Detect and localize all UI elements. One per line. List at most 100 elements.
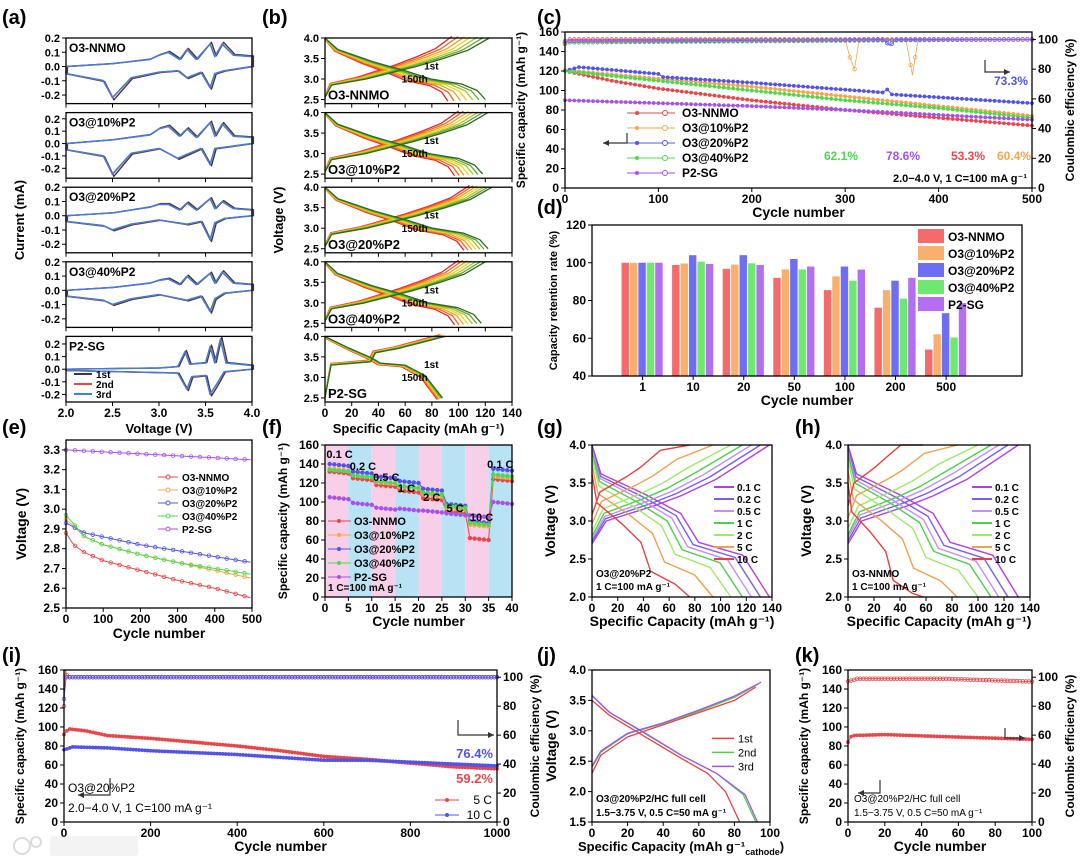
ce-point xyxy=(148,675,153,680)
capacity-point xyxy=(810,106,815,111)
legend-label: P2-SG xyxy=(182,525,212,536)
charge-curve xyxy=(324,186,493,247)
ce-point xyxy=(402,675,407,680)
voltage-point xyxy=(81,533,87,539)
capacity-point xyxy=(693,102,698,107)
capacity-point xyxy=(969,97,974,102)
ce-point xyxy=(93,675,98,680)
x-tick-label: 60 xyxy=(919,601,933,615)
capacity-point xyxy=(745,97,750,102)
y-tick-label: 80 xyxy=(306,514,320,528)
y-tick-label: 40 xyxy=(306,552,320,566)
legend-marker xyxy=(337,575,341,579)
ce-point xyxy=(880,37,885,43)
rate-point xyxy=(420,508,426,513)
ce-point xyxy=(959,677,964,682)
capacity-point xyxy=(726,79,731,84)
capacity-point xyxy=(717,94,722,99)
y-tick-label: 140 xyxy=(299,457,319,471)
ce-point xyxy=(200,675,205,680)
y-tick-label: 2.0 xyxy=(825,590,842,604)
rate-point xyxy=(350,473,356,478)
y2-tick-label: 20 xyxy=(1038,151,1052,165)
legend-label: 2 C xyxy=(737,531,753,542)
capacity-point xyxy=(600,76,605,81)
x-tick-label: 3.0 xyxy=(151,406,168,420)
ce-point xyxy=(425,675,430,680)
y-tick-label: 1.5 xyxy=(569,815,586,829)
capacity-point xyxy=(833,107,838,112)
y-tick-label: 2.6 xyxy=(43,581,60,595)
capacity-point xyxy=(824,92,829,97)
plot-frame xyxy=(324,261,513,329)
rate-point xyxy=(425,508,431,514)
ce-point xyxy=(364,675,370,680)
y-tick-label: -0.1 xyxy=(41,377,60,389)
y-tick-label: 3.0 xyxy=(304,372,319,384)
capacity-point xyxy=(946,113,950,118)
ce-point xyxy=(1023,679,1029,684)
ce-point xyxy=(229,675,234,680)
capacity-point xyxy=(796,84,801,89)
capacity-point xyxy=(665,75,670,80)
capacity-point xyxy=(1002,116,1006,121)
y-tick-label: 4.0 xyxy=(304,33,319,45)
y-tick-label: -0.2 xyxy=(41,239,60,251)
gcd-subpanel: 2.5 3.0 3.5 4.0 O3@10%P2 1st 150th xyxy=(304,108,513,183)
bar-O3@40%P2 xyxy=(798,269,806,376)
retention-label: 62.1% xyxy=(824,149,858,163)
capacity-point xyxy=(796,89,801,94)
capacity-point xyxy=(782,88,787,92)
gcd-subpanel: 2.5 3.0 3.5 4.0 O3@20%P2 1st 150th xyxy=(304,182,513,257)
ce-point xyxy=(969,37,974,42)
capacity-point xyxy=(763,99,768,104)
x-tick-label: 500 xyxy=(936,380,956,394)
voltage-line-P2-SG xyxy=(65,449,251,461)
voltage-point xyxy=(153,572,158,577)
arrow-head-icon xyxy=(488,732,494,738)
capacity-point xyxy=(586,99,591,103)
ce-point xyxy=(782,38,787,43)
y2-tick-label: 0 xyxy=(1038,815,1045,829)
y2-tick-label: 40 xyxy=(503,757,517,771)
ce-point xyxy=(110,675,116,680)
capacity-point xyxy=(941,116,946,121)
capacity-point xyxy=(944,734,949,739)
capacity-point xyxy=(918,104,922,109)
rate-label: 2 C xyxy=(423,492,440,504)
legend-label: 0.2 C xyxy=(737,495,761,506)
y-tick-label: 0.0 xyxy=(45,62,60,74)
bar-O3@20%P2 xyxy=(891,280,899,376)
capacity-point xyxy=(890,102,894,107)
ce-point xyxy=(595,37,600,42)
capacity-point xyxy=(591,72,595,76)
retention-label: 53.3% xyxy=(951,149,985,163)
legend-label: O3@40%P2 xyxy=(354,558,415,570)
capacity-point xyxy=(572,98,577,103)
rate-point xyxy=(467,513,473,518)
ce-point xyxy=(959,37,965,42)
y-tick-label: 40 xyxy=(573,369,587,383)
rate-point xyxy=(416,480,421,486)
capacity-point xyxy=(857,108,862,113)
sample-note: O3-NNMO xyxy=(852,569,899,580)
capacity-point xyxy=(936,95,941,100)
capacity-point xyxy=(712,78,717,83)
voltage-point xyxy=(224,556,229,561)
y-tick-label: 120 xyxy=(299,476,319,490)
bar-P2-SG xyxy=(908,277,916,376)
discharge-curve-0.1 C xyxy=(591,444,770,598)
ce-point xyxy=(463,675,468,680)
ce-point xyxy=(220,675,225,680)
axis-arrow xyxy=(1004,728,1025,739)
y-tick-label: 2.5 xyxy=(304,95,319,107)
legend-label: P2-SG xyxy=(354,572,387,584)
rate-point xyxy=(392,476,398,481)
legend-label: O3-NNMO xyxy=(948,230,1005,244)
ce-point xyxy=(861,37,867,43)
cv-subpanel: -0.2-0.10.00.10.2 2.0 2.5 3.0 3.5 4.0 P2-SG 1st… xyxy=(41,335,261,420)
rate-point xyxy=(477,514,482,519)
panel-label: (k) xyxy=(795,645,819,667)
voltage-point xyxy=(99,541,104,547)
capacity-point xyxy=(819,92,824,96)
